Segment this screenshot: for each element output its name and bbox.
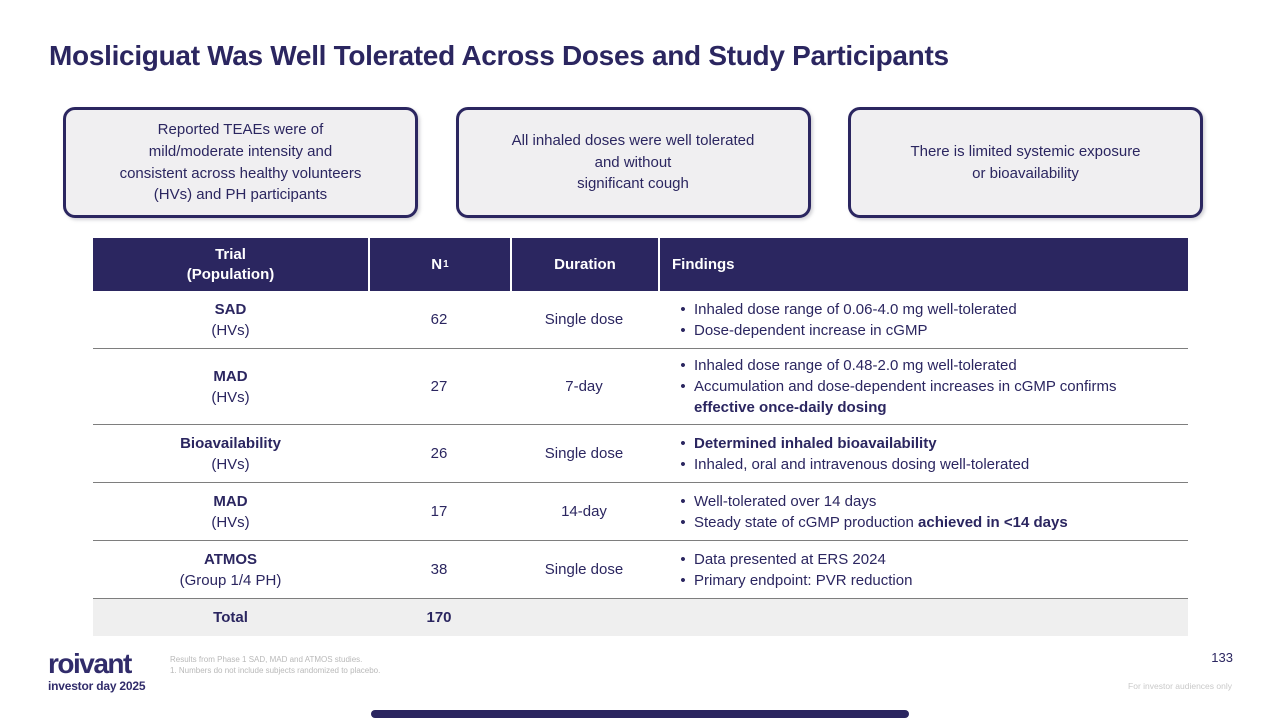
trial-population: (HVs) [211,388,250,406]
bullet-icon: • [680,455,686,473]
findings-cell: • Inhaled dose range of 0.06-4.0 mg well-… [658,293,1188,347]
bullet-item: • Well-tolerated over 14 days [672,491,876,512]
col-header-findings: Findings [658,238,1188,291]
bullet-item: • Inhaled dose range of 0.06-4.0 mg well-… [672,299,1017,320]
trial-name: ATMOS [203,550,258,568]
callout-box-teae: Reported TEAEs were of mild/moderate int… [63,107,418,218]
total-label: Total [213,609,248,626]
duration-cell: Single dose [544,445,624,462]
n-label: N [431,255,443,273]
duration-cell: Single dose [544,311,624,328]
trial-name: MAD [213,367,248,385]
bullet-text: Inhaled dose range of 0.48-2.0 mg well-t… [694,357,1017,374]
trial-name: Bioavailability [180,434,281,452]
total-n: 170 [426,609,452,626]
bullet-text: Inhaled, oral and intravenous dosing wel… [694,455,1030,473]
callout-box-systemic-exposure: There is limited systemic exposure or bi… [848,107,1203,218]
bullet-text: Inhaled dose range of 0.06-4.0 mg well-t… [694,300,1017,318]
findings-cell: • Inhaled dose range of 0.48-2.0 mg well-… [658,349,1188,424]
callout-text: All inhaled doses were well tolerated an… [511,131,755,193]
trial-population: (HVs) [211,455,250,473]
callout-row: Reported TEAEs were of mild/moderate int… [63,107,1203,218]
trial-cell: MAD (HVs) [93,360,368,414]
bottom-accent-bar [371,710,909,718]
bullet-item: • Data presented at ERS 2024 [672,549,886,570]
bullet-item: • Inhaled, oral and intravenous dosing we… [672,454,1029,475]
bullet-icon: • [680,378,686,395]
table-row: MAD (HVs) 17 14-day • Well-tolerated over 14 … [93,483,1188,541]
footnote-line: 1. Numbers do not include subjects rando… [170,665,381,675]
bullet-text: Dose-dependent increase in cGMP [694,321,928,339]
investor-day-label: investor day 2025 [48,679,146,693]
footnote-line: Results from Phase 1 SAD, MAD and ATMOS … [170,655,363,664]
findings-cell: • Data presented at ERS 2024 • Primary endp… [658,543,1188,597]
findings-cell: • Well-tolerated over 14 days • Steady stat… [658,485,1188,539]
bullet-item: • Primary endpoint: PVR reduction [672,570,912,591]
n-cell: 62 [430,311,448,328]
bullet-icon: • [680,550,686,568]
table-row: Bioavailability (HVs) 26 Single dose • Determ… [93,425,1188,483]
callout-text: There is limited systemic exposure or bi… [910,142,1141,182]
total-row: Total 170 [93,599,1188,636]
findings-cell: • Determined inhaled bioavailability • Inha… [658,427,1188,481]
n-cell: 17 [430,503,448,520]
bullet-item: • Inhaled dose range of 0.48-2.0 mg well-… [672,355,1017,376]
n-cell: 27 [430,378,448,395]
n-cell: 38 [430,561,448,578]
audience-note: For investor audiences only [1128,681,1232,691]
callout-text: Reported TEAEs were of mild/moderate int… [119,121,362,204]
trial-population: (HVs) [211,513,250,531]
trial-name: SAD [214,300,247,318]
bullet-icon: • [680,300,686,318]
trial-cell: Bioavailability (HVs) [93,427,368,481]
bullet-text: Determined inhaled bioavailability [694,434,937,452]
duration-cell: 7-day [565,378,603,395]
trial-cell: ATMOS (Group 1/4 PH) [93,543,368,597]
table-row: MAD (HVs) 27 7-day • Inhaled dose range of 0.… [93,349,1188,425]
table-body: SAD (HVs) 62 Single dose • Inhaled dose range… [93,291,1188,599]
roivant-logo: roivant investor day 2025 [48,648,146,693]
bullet-icon: • [680,321,686,339]
bullet-text: Well-tolerated over 14 days [694,492,877,510]
page-number: 133 [1211,650,1233,665]
bullet-icon: • [680,571,686,589]
table-row: ATMOS (Group 1/4 PH) 38 Single dose • Data pr… [93,541,1188,599]
n-cell: 26 [430,445,448,462]
bullet-item: • Accumulation and dose-dependent increas… [672,376,1178,418]
bullet-icon: • [680,357,686,374]
trial-name: MAD [213,492,248,510]
callout-box-inhaled-doses: All inhaled doses were well tolerated an… [455,107,811,218]
bullet-text: Accumulation and dose-dependent increase… [694,378,1117,416]
bullet-icon: • [680,434,686,452]
table-row: SAD (HVs) 62 Single dose • Inhaled dose range… [93,291,1188,349]
trial-population: (Group 1/4 PH) [179,571,282,589]
bullet-item: • Steady state of cGMP production achieve… [672,512,1068,533]
bullet-item: • Dose-dependent increase in cGMP [672,320,927,341]
trial-cell: SAD (HVs) [93,293,368,347]
duration-cell: 14-day [561,503,607,520]
slide-title: Mosliciguat Was Well Tolerated Across Do… [49,40,949,71]
bullet-icon: • [680,513,686,531]
duration-cell: Single dose [544,561,624,578]
footnotes: Results from Phase 1 SAD, MAD and ATMOS … [170,655,380,677]
bullet-text: Steady state of cGMP production achieved… [694,513,1068,531]
bullet-text: Primary endpoint: PVR reduction [694,571,913,589]
roivant-wordmark: roivant [48,648,132,679]
col-header-trial: Trial (Population) [186,246,275,283]
bullet-text: Data presented at ERS 2024 [694,550,886,568]
bullet-icon: • [680,492,686,510]
trial-population: (HVs) [211,321,250,339]
trial-cell: MAD (HVs) [93,485,368,539]
bullet-item: • Determined inhaled bioavailability [672,433,937,454]
col-header-duration: Duration [510,238,658,291]
